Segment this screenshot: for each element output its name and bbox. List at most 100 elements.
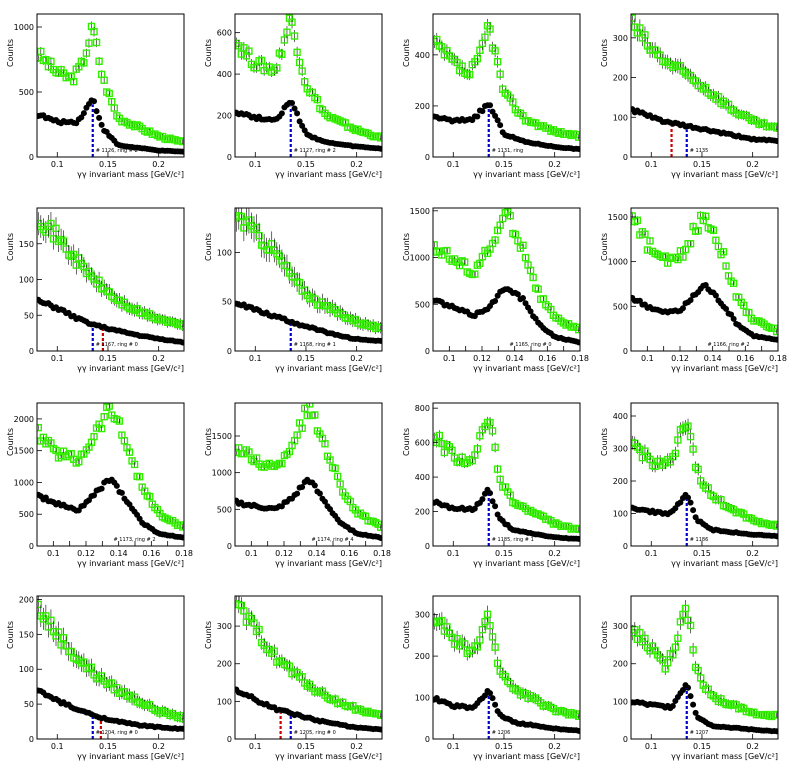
channel-annotation: # 1165, ring # 0 <box>510 342 552 348</box>
green-data-point <box>493 659 502 668</box>
green-data-point <box>641 31 649 39</box>
green-data-point <box>59 237 68 245</box>
green-data-point <box>471 270 479 278</box>
y-tick-label: 0 <box>425 347 430 356</box>
green-data-point <box>54 628 63 636</box>
y-tick-label: 200 <box>415 508 430 517</box>
green-data-point <box>773 124 778 132</box>
green-data-point <box>773 711 778 719</box>
green-data-point <box>85 39 93 47</box>
x-tick-label: 0.1 <box>51 742 64 751</box>
y-tick-label: 150 <box>19 630 34 639</box>
green-data-point <box>773 522 778 530</box>
black-data-point <box>96 114 103 121</box>
green-data-point <box>722 262 730 270</box>
x-tick-label: 0.2 <box>548 742 561 751</box>
green-data-point <box>240 607 248 615</box>
plot-frame <box>432 402 581 547</box>
black-data-point <box>690 701 697 708</box>
green-data-point <box>146 492 154 501</box>
green-data-point <box>506 212 515 220</box>
green-data-point <box>80 59 88 67</box>
green-data-point <box>255 625 263 634</box>
black-data-point <box>773 728 778 735</box>
y-tick-label: 0 <box>425 153 430 162</box>
black-data-point <box>685 684 692 691</box>
x-axis-label: γγ invariant mass [GeV/c²] <box>473 559 580 568</box>
green-data-point <box>377 523 382 531</box>
black-data-point <box>492 701 499 708</box>
y-axis-label: Counts <box>204 621 213 649</box>
green-data-point <box>52 446 60 455</box>
x-tick-label: 0.2 <box>548 549 561 558</box>
channel-annotation: # 1173, ring # 2 <box>114 537 156 543</box>
green-data-point <box>440 448 449 457</box>
plot-area <box>433 18 580 152</box>
green-data-point <box>493 57 502 66</box>
green-data-point <box>37 47 45 56</box>
y-tick-label: 0 <box>623 153 628 162</box>
green-data-point <box>179 322 184 330</box>
channel-annotation: # 1174, ring # 4 <box>312 537 354 543</box>
x-tick-label: 0.18 <box>571 354 589 363</box>
black-data-point <box>687 499 694 506</box>
y-tick-label: 500 <box>613 302 628 311</box>
green-data-point <box>478 625 487 634</box>
x-axis-label: γγ invariant mass [GeV/c²] <box>671 364 778 373</box>
green-data-point <box>458 62 466 70</box>
y-tick-label: 300 <box>613 34 628 43</box>
plot-area <box>433 208 580 346</box>
green-data-point <box>270 647 278 655</box>
green-data-point <box>80 262 88 271</box>
green-data-point <box>719 248 728 256</box>
green-data-point <box>473 643 482 651</box>
black-data-point <box>527 308 534 315</box>
x-axis-label: γγ invariant mass [GeV/c²] <box>77 559 184 568</box>
y-tick-label: 200 <box>613 660 628 669</box>
green-data-point <box>252 223 261 232</box>
channel-annotation: # 1166, ring # 2 <box>708 342 750 348</box>
y-tick-label: 100 <box>19 276 34 285</box>
green-data-point <box>483 610 492 618</box>
x-tick-label: 0.16 <box>736 354 754 363</box>
y-tick-label: 100 <box>613 113 628 122</box>
y-tick-label: 1500 <box>212 432 232 441</box>
plot-frame <box>432 207 581 352</box>
green-data-point <box>689 646 697 654</box>
green-data-point <box>689 445 697 453</box>
y-tick-label: 200 <box>217 112 232 121</box>
y-tick-label: 400 <box>613 412 628 421</box>
green-data-point <box>460 640 469 648</box>
black-data-point <box>377 145 382 152</box>
plot-area <box>37 212 184 346</box>
y-tick-label: 400 <box>415 473 430 482</box>
green-data-point <box>714 93 723 101</box>
y-tick-label: 500 <box>19 510 34 519</box>
green-data-point <box>278 50 286 59</box>
green-data-point <box>235 596 240 602</box>
green-data-point <box>255 231 263 240</box>
channel-annotation: # 1135 <box>690 148 709 154</box>
green-data-point <box>250 619 258 627</box>
green-data-point <box>333 472 342 481</box>
y-tick-label: 50 <box>24 700 34 709</box>
green-data-point <box>59 634 68 642</box>
x-tick-label: 0.15 <box>693 549 711 558</box>
green-data-point <box>293 48 301 57</box>
plot-frame <box>36 402 185 547</box>
green-data-point <box>686 432 695 441</box>
black-data-point <box>773 336 778 343</box>
plot-area <box>235 596 382 733</box>
y-axis-label: Counts <box>402 233 411 261</box>
y-axis-label: Counts <box>600 233 609 261</box>
x-axis-label: γγ invariant mass [GeV/c²] <box>275 364 382 373</box>
green-data-point <box>285 662 294 670</box>
green-data-point <box>90 432 98 441</box>
black-data-point <box>98 121 105 128</box>
green-data-point <box>486 418 494 427</box>
black-data-point <box>93 108 100 115</box>
green-data-point <box>57 641 65 649</box>
black-data-point <box>773 137 778 144</box>
x-tick-label: 0.1 <box>645 742 658 751</box>
green-data-point <box>488 427 497 435</box>
